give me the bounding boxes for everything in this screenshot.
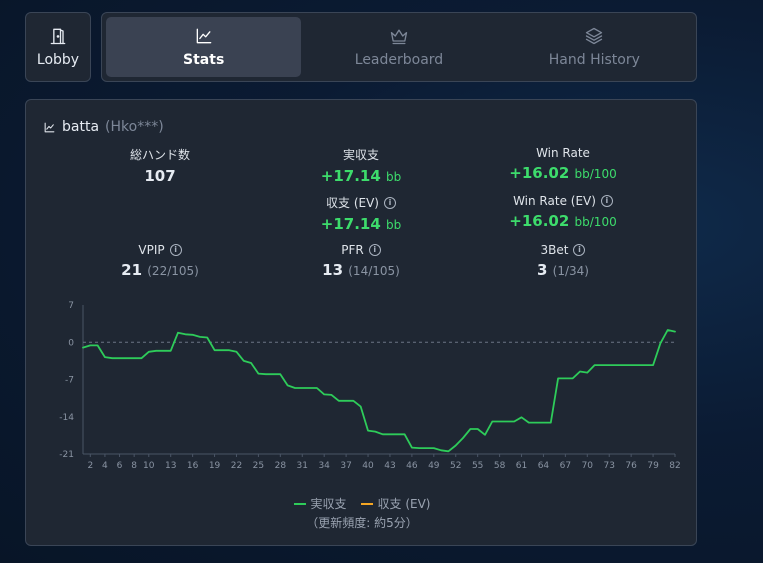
stat-ev-win-rate: Win Rate (EV) i +16.02 bb/100 xyxy=(463,194,663,230)
x-tick-label: 22 xyxy=(231,461,242,471)
stat-ev-profit-label: 収支 (EV) xyxy=(326,196,379,210)
info-icon[interactable]: i xyxy=(600,195,613,207)
info-icon[interactable]: i xyxy=(383,196,396,209)
tab-bar: Stats Leaderboard Hand History xyxy=(101,12,697,82)
player-name: batta xyxy=(62,119,100,135)
stat-win-rate: Win Rate +16.02 bb/100 xyxy=(463,146,663,182)
x-tick-label: 34 xyxy=(318,461,330,471)
stat-win-rate-unit: bb/100 xyxy=(574,167,617,181)
x-tick-label: 31 xyxy=(297,461,308,471)
y-tick-label: -21 xyxy=(59,450,74,460)
x-tick-label: 2 xyxy=(87,461,93,471)
profit-chart: 70-7-14-212 4 6 8 10 13 16 19 22 25 28 31 34 37 40 43 46… xyxy=(59,301,680,471)
x-tick-label: 8 xyxy=(131,461,137,471)
stat-hands-value: 107 xyxy=(144,167,176,185)
x-tick-label: 6 xyxy=(117,461,123,471)
x-tick-label: 76 xyxy=(625,461,637,471)
door-icon xyxy=(50,28,66,45)
legend-swatch xyxy=(293,502,306,505)
x-tick-label: 25 xyxy=(253,461,264,471)
tab-stats-label: Stats xyxy=(183,52,225,68)
update-frequency-note: （更新頻度: 約5分） xyxy=(306,516,418,530)
stat-vpip-value: 21 xyxy=(121,261,143,279)
tab-stats[interactable]: Stats xyxy=(106,17,302,77)
stat-ev-profit-value: +17.14 xyxy=(320,215,381,233)
stats-card: batta (Hko***) 総ハンド数 107 実収支 +17.14 bb W… xyxy=(25,99,697,546)
x-tick-label: 67 xyxy=(560,461,571,471)
crown-icon xyxy=(390,29,408,45)
x-tick-label: 52 xyxy=(450,461,461,471)
tab-hand-history[interactable]: Hand History xyxy=(497,17,692,77)
stat-hands: 総ハンド数 107 xyxy=(60,146,260,185)
x-tick-label: 70 xyxy=(582,461,594,471)
stat-real-profit-value: +17.14 xyxy=(320,167,381,185)
stat-hands-label: 総ハンド数 xyxy=(129,148,190,162)
x-tick-label: 64 xyxy=(538,461,550,471)
x-tick-label: 58 xyxy=(494,461,506,471)
layers-icon xyxy=(586,27,603,45)
stat-pfr: PFR i 13 (14/105) xyxy=(261,243,461,279)
stat-pfr-value: 13 xyxy=(322,261,344,279)
legend-item-ev[interactable]: 収支 (EV) xyxy=(360,495,431,512)
x-tick-label: 28 xyxy=(275,461,287,471)
y-tick-label: -14 xyxy=(59,413,74,423)
stat-ev-win-rate-unit: bb/100 xyxy=(574,215,617,229)
info-icon[interactable]: i xyxy=(169,244,182,256)
x-tick-label: 55 xyxy=(472,461,483,471)
stat-vpip-detail: (22/105) xyxy=(147,264,199,278)
y-tick-label: -7 xyxy=(65,376,74,386)
chart-line-icon xyxy=(44,122,55,132)
y-tick-label: 7 xyxy=(68,301,74,311)
stat-ev-win-rate-value: +16.02 xyxy=(509,212,570,230)
stat-real-profit-label: 実収支 xyxy=(342,148,379,162)
x-tick-label: 79 xyxy=(647,461,659,471)
x-tick-label: 37 xyxy=(340,461,351,471)
stat-vpip-label: VPIP xyxy=(138,243,165,257)
stat-3bet-value: 3 xyxy=(537,261,548,279)
stat-win-rate-value: +16.02 xyxy=(509,164,570,182)
legend-item-real[interactable]: 実収支 xyxy=(293,495,347,512)
legend-label-ev: 収支 (EV) xyxy=(377,497,431,511)
player-header: batta (Hko***) xyxy=(43,119,164,135)
tab-leaderboard-label: Leaderboard xyxy=(354,52,444,68)
stat-pfr-label: PFR xyxy=(341,243,364,257)
y-tick-label: 0 xyxy=(68,338,74,348)
lobby-label: Lobby xyxy=(36,52,80,68)
x-tick-label: 4 xyxy=(102,461,108,471)
x-tick-label: 40 xyxy=(362,461,374,471)
series-line-0 xyxy=(82,329,676,453)
stat-ev-profit-unit: bb xyxy=(386,218,402,232)
x-tick-label: 46 xyxy=(406,461,418,471)
stat-ev-win-rate-label: Win Rate (EV) xyxy=(513,194,596,208)
stat-vpip: VPIP i 21 (22/105) xyxy=(60,243,260,279)
chart-line-icon xyxy=(196,28,211,44)
stat-3bet-label: 3Bet xyxy=(540,243,569,257)
x-tick-label: 10 xyxy=(143,461,155,471)
x-tick-label: 61 xyxy=(516,461,527,471)
x-tick-label: 43 xyxy=(384,461,395,471)
stat-real-profit: 実収支 +17.14 bb xyxy=(261,146,461,185)
stat-win-rate-label: Win Rate xyxy=(536,146,590,160)
x-tick-label: 19 xyxy=(209,461,221,471)
tab-leaderboard[interactable]: Leaderboard xyxy=(301,17,496,77)
stat-real-profit-unit: bb xyxy=(386,170,402,184)
x-tick-label: 16 xyxy=(187,461,199,471)
tab-hand-history-label: Hand History xyxy=(548,52,640,68)
x-tick-label: 82 xyxy=(669,461,680,471)
player-tag: (Hko***) xyxy=(105,119,164,135)
info-icon[interactable]: i xyxy=(573,244,586,256)
legend-swatch xyxy=(360,502,373,505)
x-tick-label: 49 xyxy=(428,461,440,471)
stat-3bet: 3Bet i 3 (1/34) xyxy=(463,243,663,279)
chart-legend: 実収支 収支 (EV) xyxy=(26,495,698,512)
x-tick-label: 73 xyxy=(603,461,614,471)
info-icon[interactable]: i xyxy=(368,244,381,256)
stat-3bet-detail: (1/34) xyxy=(552,264,589,278)
stat-ev-profit: 収支 (EV) i +17.14 bb xyxy=(261,194,461,233)
lobby-button[interactable]: Lobby xyxy=(25,12,91,82)
legend-label-real: 実収支 xyxy=(310,497,347,511)
stat-pfr-detail: (14/105) xyxy=(348,264,400,278)
x-tick-label: 13 xyxy=(165,461,176,471)
